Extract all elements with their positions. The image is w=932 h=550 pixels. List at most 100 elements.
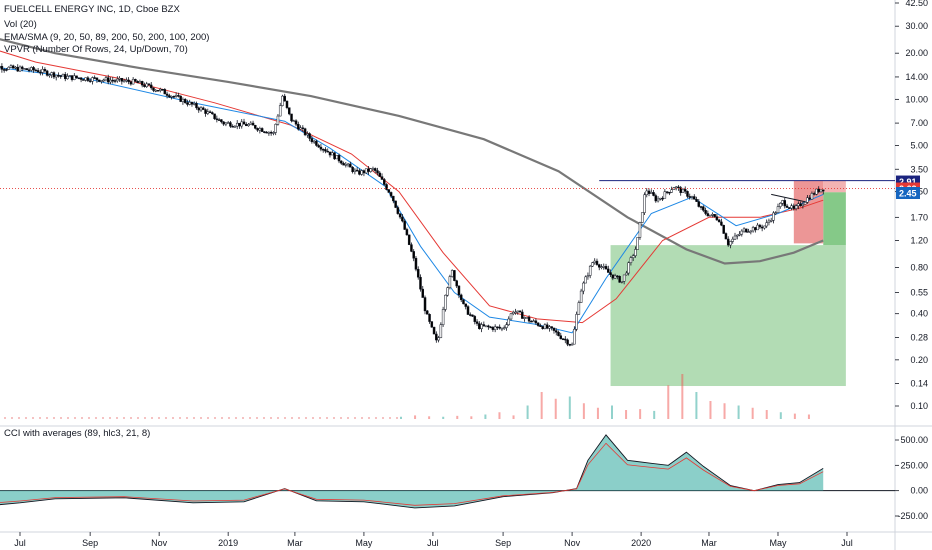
volume-bar	[354, 417, 356, 419]
candle-body	[68, 75, 72, 77]
candle-body	[679, 187, 682, 193]
candle-body	[480, 324, 483, 330]
volume-bar	[11, 417, 13, 419]
candle-body	[154, 90, 158, 92]
candle-body	[242, 121, 246, 125]
candle-body	[21, 66, 24, 69]
volume-bar	[596, 407, 599, 419]
candle-body	[91, 77, 94, 82]
candle-body	[559, 335, 563, 339]
candle-body	[677, 186, 680, 189]
candle-body	[61, 74, 65, 77]
volume-bar	[186, 417, 188, 419]
candle-body	[125, 79, 128, 82]
candle-body	[143, 84, 146, 87]
candle-body	[376, 170, 379, 174]
candle-body	[659, 197, 662, 200]
candle-body	[349, 163, 352, 168]
candle-body	[213, 113, 216, 119]
candle-body	[525, 317, 529, 319]
volume-bar	[95, 417, 97, 419]
time-tick-label: Mar	[287, 538, 303, 548]
volume-bar	[193, 417, 195, 419]
volume-bar	[695, 392, 698, 419]
candle-body	[265, 131, 268, 134]
candle-body	[779, 203, 782, 207]
candle-body	[412, 251, 415, 259]
time-tick-label: Mar	[701, 538, 717, 548]
candle-body	[704, 210, 707, 214]
candle-body	[165, 93, 169, 96]
cci-area	[0, 434, 824, 508]
candle-body	[638, 222, 642, 238]
candle-body	[36, 70, 40, 73]
candle-body	[668, 191, 671, 194]
candle-body	[249, 122, 253, 125]
candle-body	[27, 69, 31, 72]
candle-body	[9, 65, 13, 68]
candle-body	[245, 123, 248, 127]
candle-body	[731, 238, 734, 242]
candle-body	[521, 311, 524, 319]
sma-200-line	[0, 38, 824, 265]
candle-body	[258, 128, 262, 131]
candle-body	[754, 227, 757, 231]
volume-bar	[375, 417, 377, 419]
candle-body	[88, 80, 92, 82]
volume-bar	[400, 416, 402, 419]
volume-bar	[88, 417, 90, 419]
candle-body	[45, 70, 49, 76]
candle-body	[50, 72, 53, 76]
candle-body	[315, 140, 318, 146]
candle-body	[120, 77, 124, 82]
candle-body	[403, 220, 406, 230]
candle-body	[683, 189, 687, 192]
candle-body	[93, 77, 96, 79]
volume-bar	[46, 417, 48, 419]
candle-body	[527, 317, 531, 322]
cci-slow-average-line	[0, 442, 824, 506]
candle-body	[328, 151, 332, 156]
candle-body	[573, 328, 576, 345]
candle-body	[564, 338, 567, 341]
candle-body	[211, 112, 214, 115]
candle-body	[168, 95, 171, 98]
candle-body	[383, 179, 386, 185]
candle-body	[588, 265, 592, 276]
price-tick-label: 5.00	[910, 141, 928, 151]
candle-body	[557, 331, 560, 336]
long-profit-zone	[823, 192, 846, 246]
candle-body	[609, 272, 612, 276]
candle-body	[808, 197, 811, 200]
volume-bar	[277, 417, 279, 419]
candle-body	[140, 81, 144, 86]
price-tick-label: 10.00	[905, 94, 928, 104]
volume-bar	[172, 417, 174, 419]
candle-body	[441, 309, 445, 325]
candle-body	[432, 326, 436, 335]
candle-body	[364, 168, 368, 174]
candle-body	[643, 194, 646, 213]
candle-body	[0, 65, 4, 70]
candle-body	[66, 76, 69, 80]
candle-body	[389, 192, 393, 197]
candle-body	[204, 109, 207, 114]
candle-body	[763, 225, 766, 229]
volume-bar	[709, 401, 712, 419]
candle-body	[387, 189, 391, 193]
candle-body	[740, 230, 744, 235]
candle-body	[396, 207, 400, 214]
candle-body	[335, 155, 339, 160]
candle-body	[274, 123, 277, 133]
candle-body	[645, 190, 649, 196]
volume-bar	[123, 417, 125, 419]
candle-body	[751, 227, 755, 232]
candle-body	[688, 196, 691, 198]
candle-body	[421, 288, 425, 298]
price-tick-label: 0.80	[910, 263, 928, 273]
candle-body	[79, 77, 83, 80]
time-tick-label: 2019	[218, 538, 238, 548]
candle-body	[724, 233, 728, 240]
candle-body	[774, 212, 777, 214]
